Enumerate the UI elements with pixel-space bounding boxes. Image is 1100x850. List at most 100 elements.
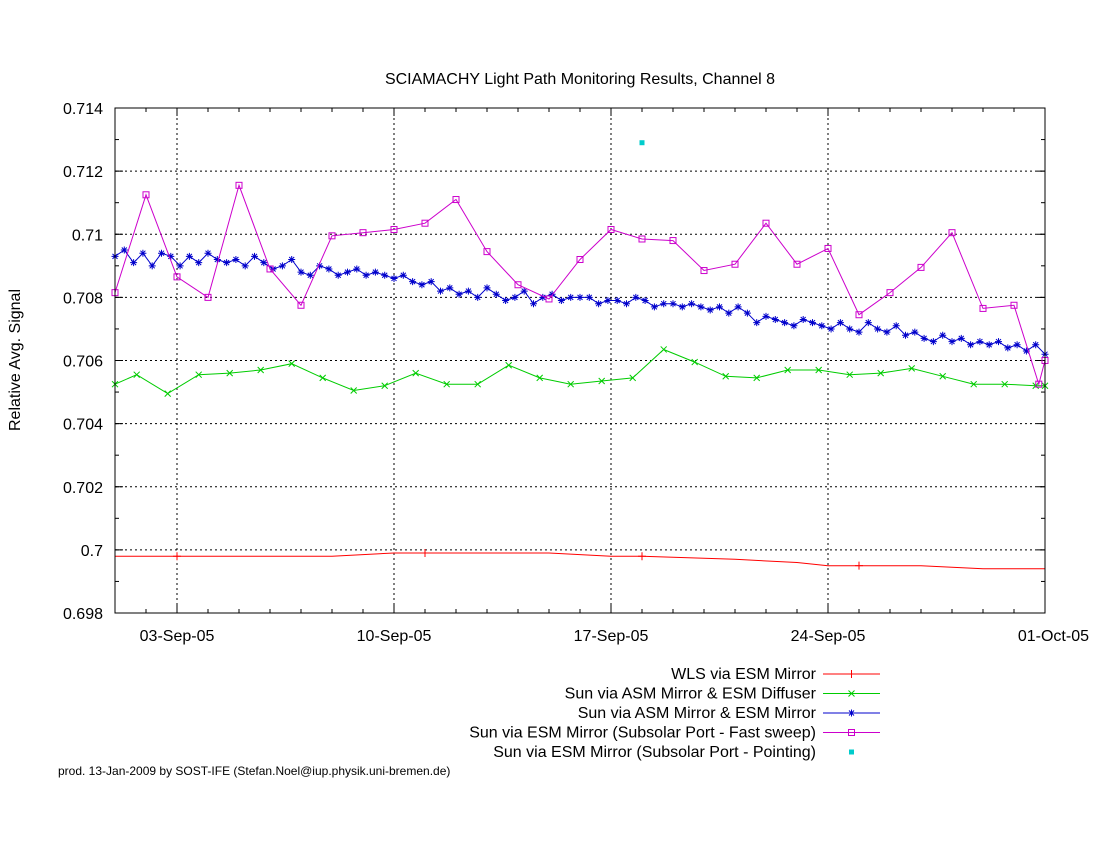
data-point: [734, 303, 742, 311]
data-point: [595, 300, 603, 308]
legend-label: Sun via ESM Mirror (Subsolar Port - Poin…: [493, 744, 816, 761]
data-point: [443, 380, 451, 388]
data-point: [167, 252, 175, 260]
data-point: [164, 390, 172, 397]
data-point: [241, 262, 249, 270]
data-point: [629, 374, 637, 382]
footer-credit: prod. 13-Jan-2009 by SOST-IFE (Stefan.No…: [58, 764, 450, 778]
data-point: [185, 252, 193, 260]
data-point: [213, 256, 221, 263]
series-2: [111, 346, 1049, 397]
data-point: [638, 552, 646, 561]
data-point: [567, 293, 575, 301]
data-point: [706, 306, 714, 314]
legend-item: WLS via ESM Mirror: [671, 666, 880, 683]
x-tick-label: 03-Sep-05: [140, 628, 215, 645]
legend-label: Sun via ASM Mirror & ESM Diffuser: [565, 686, 817, 703]
data-point: [939, 372, 947, 380]
data-point: [176, 262, 184, 270]
data-point: [784, 366, 792, 374]
data-point: [557, 297, 565, 305]
x-tick-label: 17-Sep-05: [574, 628, 649, 645]
data-point: [325, 265, 333, 273]
data-point: [235, 181, 243, 189]
data-point: [133, 371, 141, 379]
data-point: [548, 290, 556, 298]
data-point: [505, 361, 513, 369]
data-point: [697, 303, 705, 311]
data-point: [390, 226, 398, 234]
data-point: [418, 281, 426, 289]
y-axis-label: Relative Avg. Signal: [7, 289, 24, 431]
legend-item: Sun via ASM Mirror & ESM Mirror: [578, 705, 880, 722]
series-line: [115, 552, 1045, 570]
data-point: [846, 371, 854, 379]
x-tick-label: 24-Sep-05: [791, 628, 866, 645]
data-point: [874, 325, 882, 333]
data-point: [412, 369, 420, 377]
y-tick-label: 0.712: [63, 164, 103, 181]
data-point: [886, 289, 894, 297]
data-point: [700, 267, 708, 275]
data-point: [855, 328, 863, 336]
data-point: [585, 293, 593, 301]
data-point: [421, 219, 429, 227]
data-point: [985, 341, 993, 349]
data-point: [1001, 380, 1009, 388]
data-point: [762, 312, 770, 320]
data-point: [511, 293, 519, 301]
series-1: [115, 549, 1045, 570]
y-tick-label: 0.714: [63, 101, 103, 118]
plot-frame: [114, 107, 1046, 614]
data-point: [790, 322, 798, 330]
data-point: [390, 274, 398, 282]
data-point: [223, 259, 231, 267]
data-point: [799, 315, 807, 323]
data-point: [288, 360, 296, 368]
data-point: [362, 271, 370, 279]
data-point: [864, 319, 872, 327]
data-point: [632, 293, 640, 301]
data-point: [334, 271, 342, 279]
chart-title: SCIAMACHY Light Path Monitoring Results,…: [385, 71, 775, 88]
data-point: [452, 196, 460, 204]
data-point: [576, 293, 584, 301]
data-point: [381, 271, 389, 279]
data-point: [120, 246, 128, 254]
data-point: [660, 346, 668, 353]
data-point: [359, 229, 367, 237]
data-point: [827, 325, 835, 333]
data-point: [474, 293, 482, 301]
data-point: [328, 232, 336, 240]
data-point: [306, 271, 314, 279]
data-point: [1004, 344, 1012, 352]
data-point: [995, 338, 1002, 346]
legend-item: Sun via ASM Mirror & ESM Diffuser: [565, 686, 880, 703]
data-point: [613, 297, 621, 305]
data-point: [371, 268, 379, 276]
data-point: [530, 300, 537, 308]
data-point: [836, 319, 844, 327]
data-point: [297, 301, 305, 309]
legend-label: Sun via ASM Mirror & ESM Mirror: [578, 705, 817, 722]
series-line: [114, 183, 1046, 387]
data-point: [1013, 341, 1021, 349]
data-point: [722, 372, 730, 380]
data-point: [316, 262, 324, 270]
data-point: [809, 319, 816, 327]
data-point: [520, 287, 528, 295]
data-point: [762, 219, 770, 227]
data-point: [437, 287, 444, 295]
data-point: [421, 549, 429, 558]
data-point: [639, 140, 645, 146]
data-point: [771, 315, 779, 323]
y-tick-label: 0.708: [63, 290, 103, 307]
data-point: [855, 311, 863, 319]
data-point: [920, 334, 928, 342]
data-point: [353, 265, 361, 273]
data-point: [260, 259, 268, 267]
data-point: [195, 259, 203, 267]
data-point: [753, 319, 761, 327]
data-point: [344, 268, 351, 276]
data-point: [824, 244, 832, 252]
